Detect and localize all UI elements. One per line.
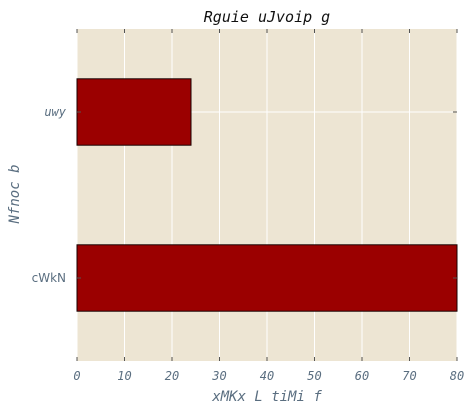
x-tick-label: 20 [165, 369, 179, 383]
x-tick-label: 60 [355, 369, 369, 383]
x-tick-label: 10 [117, 369, 131, 383]
y-tick-label: uwy [44, 105, 66, 119]
y-tick-labels: cWkN uwy [32, 105, 67, 285]
y-tick-label: cWkN [32, 271, 66, 285]
x-tick-labels: 0 10 20 30 40 50 60 70 80 [73, 369, 464, 383]
x-tick-label: 30 [211, 369, 226, 383]
chart-title: Rguie uJvoip g [204, 8, 330, 26]
x-tick-label: 50 [307, 369, 321, 383]
x-tick-label: 70 [402, 369, 416, 383]
tick-marks [76, 29, 458, 361]
y-axis-label: Nfnoc b [7, 164, 23, 224]
bar-uwy [76, 78, 192, 146]
x-tick-label: 80 [450, 369, 464, 383]
x-tick-label: 0 [73, 369, 80, 383]
x-tick-label: 40 [260, 369, 274, 383]
bar-cWkN [76, 244, 458, 312]
x-axis-label: xMKx L tiMi f [211, 389, 322, 405]
